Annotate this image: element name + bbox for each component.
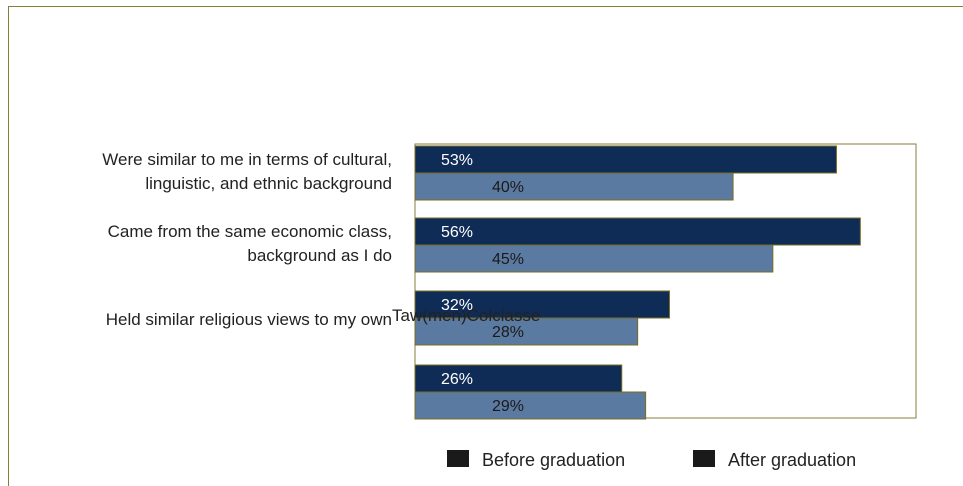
bar-after-3	[414, 391, 647, 420]
category-label-0-1: linguistic, and ethnic background	[145, 174, 392, 193]
category-label-1-0: Came from the same economic class,	[108, 222, 392, 241]
legend-label-before: Before graduation	[482, 450, 625, 470]
data-label-before-2: 32%	[441, 297, 473, 314]
overlay-text: Taw(men)Colclasse	[392, 306, 540, 325]
bar-after-1	[414, 244, 774, 273]
bar-after-0	[414, 172, 734, 201]
legend-swatch-before	[447, 450, 469, 467]
bar-before-0	[414, 145, 837, 174]
category-label-0-0: Were similar to me in terms of cultural,	[102, 150, 392, 169]
bar-before-1	[414, 217, 861, 246]
data-label-after-1: 45%	[492, 251, 524, 268]
category-label-1-1: background as I do	[247, 246, 392, 265]
bar-before-3	[414, 364, 623, 393]
data-label-after-3: 29%	[492, 398, 524, 415]
legend-label-after: After graduation	[728, 450, 856, 470]
legend-swatch-after	[693, 450, 715, 467]
data-label-before-1: 56%	[441, 224, 473, 241]
category-label-2-0: Held similar religious views to my own	[106, 310, 392, 329]
plot-area	[414, 143, 917, 419]
chart-frame	[8, 6, 963, 486]
data-label-after-2: 28%	[492, 324, 524, 341]
bar-after-2	[414, 317, 639, 346]
data-label-before-0: 53%	[441, 152, 473, 169]
data-label-after-0: 40%	[492, 179, 524, 196]
data-label-before-3: 26%	[441, 371, 473, 388]
bar-before-2	[414, 290, 670, 319]
